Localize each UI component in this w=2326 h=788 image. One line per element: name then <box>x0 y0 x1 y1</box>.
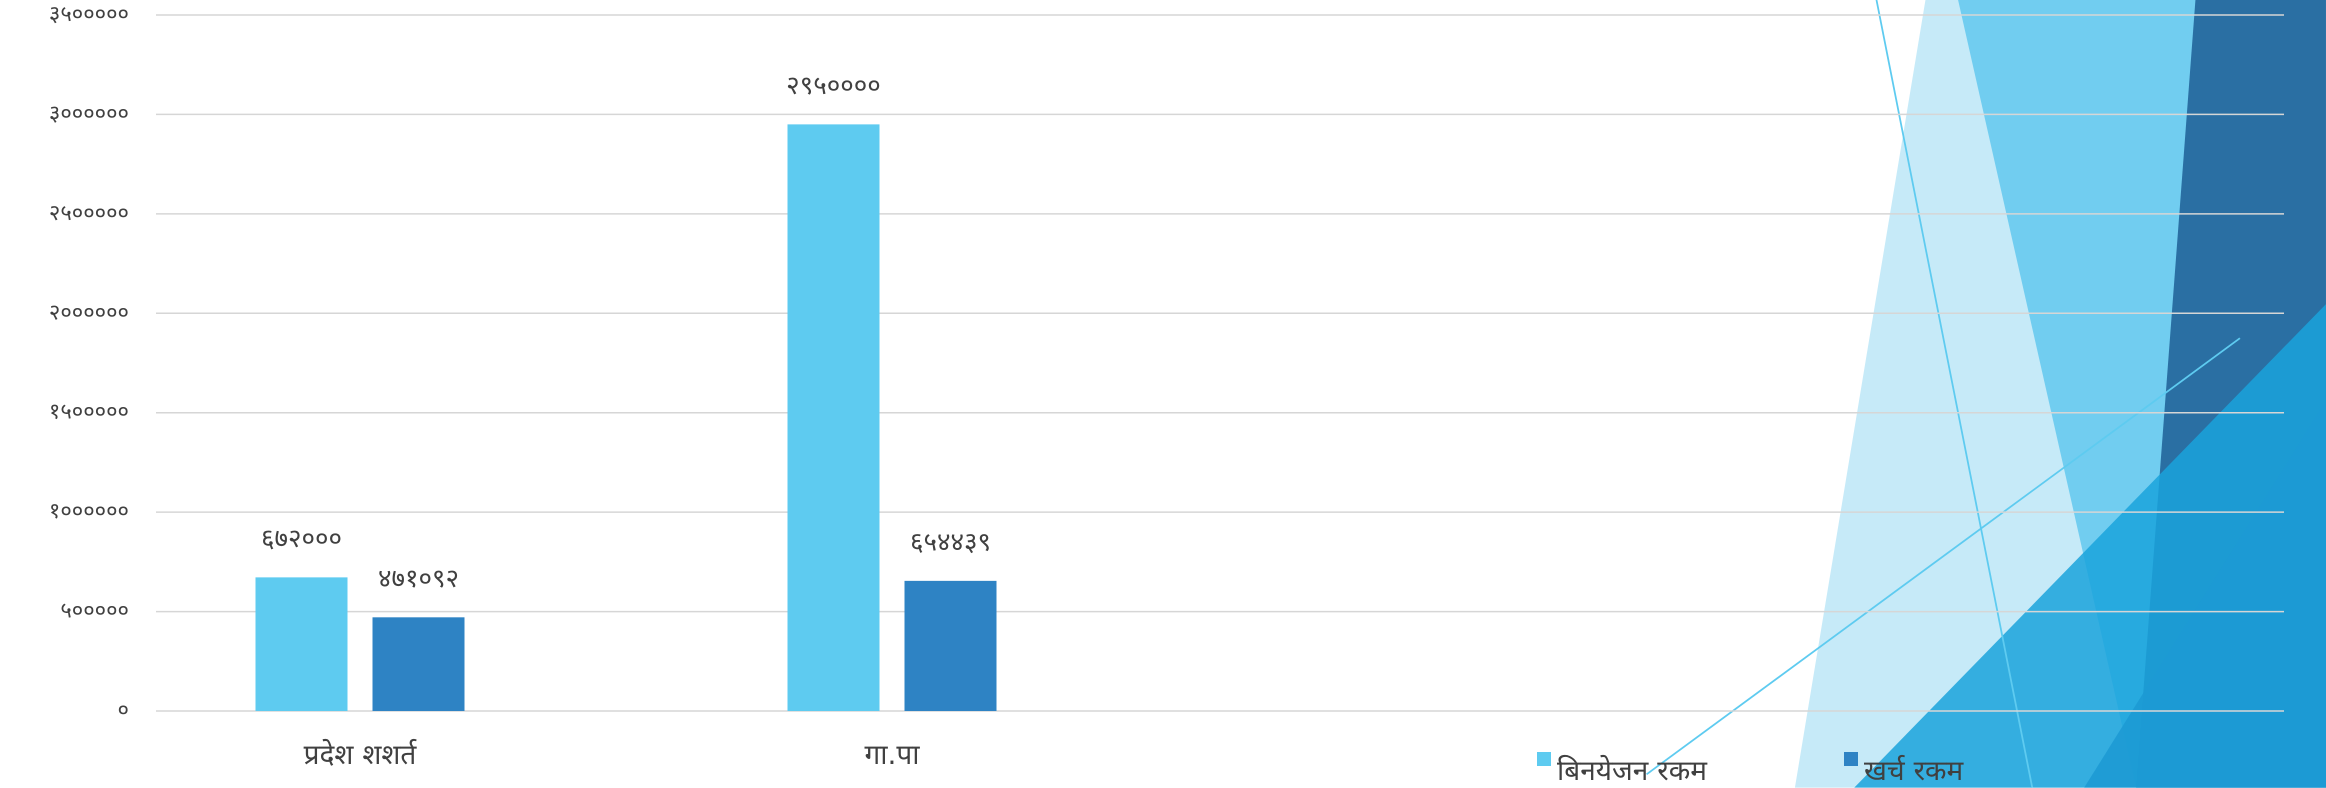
bar <box>372 617 465 711</box>
y-tick-label: ० <box>118 698 129 723</box>
legend-label: बिनयेजन रकम <box>1557 754 1708 787</box>
data-label: ६५४४३९ <box>910 527 991 557</box>
x-tick-label: गा.पा <box>864 738 920 771</box>
legend-swatch <box>1844 752 1858 766</box>
y-tick-label: १०००००० <box>49 499 129 524</box>
y-tick-label: ३०००००० <box>49 101 129 126</box>
y-tick-label: २०००००० <box>49 300 129 325</box>
y-tick-label: २५००००० <box>49 201 129 226</box>
data-label: २९५०००० <box>786 71 881 101</box>
x-tick-label: प्रदेश शशर्त <box>304 738 418 771</box>
y-tick-label: ५००००० <box>60 599 129 624</box>
bar <box>787 124 880 711</box>
data-label: ६७२००० <box>261 524 342 554</box>
bar <box>255 577 348 711</box>
y-tick-label: ३५००००० <box>49 2 129 27</box>
legend-label: खर्च रकम <box>1864 754 1965 787</box>
y-tick-label: १५००००० <box>49 400 129 425</box>
plot-area: ० ५००००० १०००००० १५००००० २०००००० २५००००० ३००००… <box>49 2 2284 787</box>
background-decor <box>1646 0 2326 788</box>
bar <box>904 580 997 711</box>
data-label: ४७१०९२ <box>378 564 459 594</box>
legend-swatch <box>1537 752 1551 766</box>
